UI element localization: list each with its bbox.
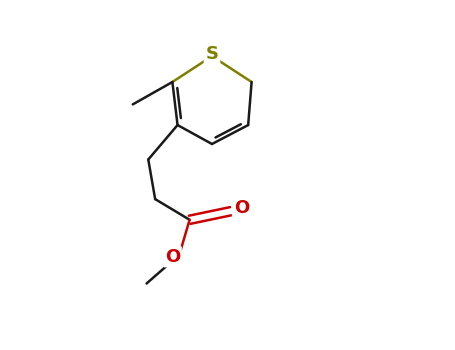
- Text: S: S: [206, 46, 218, 63]
- Text: O: O: [234, 199, 249, 217]
- Text: O: O: [165, 248, 180, 266]
